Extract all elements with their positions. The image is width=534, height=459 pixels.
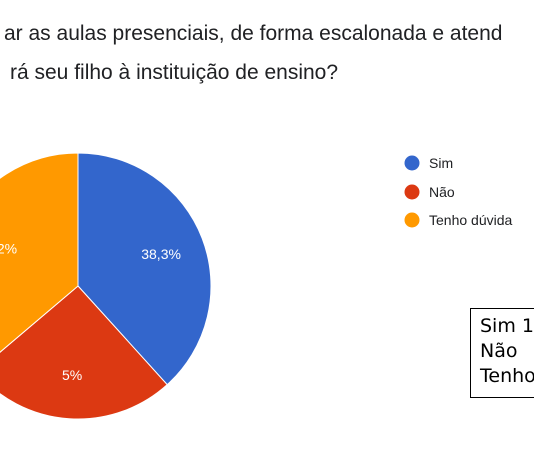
pie-label-nao: 5% (62, 367, 82, 383)
pie-slice-nao (0, 285, 168, 420)
legend-marker-tenho-duvida (404, 212, 420, 228)
pie-slice-sim (77, 152, 212, 386)
question-text-line-2: rá seu filho à instituição de ensino? (10, 61, 339, 84)
count-annotation-box: Sim 1 Não Tenho (470, 308, 534, 398)
question-text-line-1: ar as aulas presenciais, de forma escalo… (4, 22, 503, 45)
pie-label-sim: 38,3% (141, 246, 181, 262)
legend-marker-nao (404, 184, 420, 200)
count-line-tenho: Tenho (480, 365, 534, 387)
pie-label-tenho-duvida: 36,2% (0, 241, 17, 257)
count-line-nao: Não (480, 340, 518, 362)
chart-legend: Sim Não Tenho dúvida (404, 155, 513, 228)
pie-slices (0, 152, 212, 420)
legend-item-nao: Não (404, 184, 455, 200)
legend-label-sim: Sim (429, 155, 453, 171)
legend-item-tenho-duvida: Tenho dúvida (404, 212, 513, 228)
legend-label-tenho-duvida: Tenho dúvida (429, 212, 513, 228)
legend-marker-sim (404, 155, 420, 171)
pie-slice-labels: 38,3% 5% 36,2% (0, 241, 181, 383)
count-line-sim: Sim 1 (480, 315, 534, 337)
legend-item-sim: Sim (404, 155, 453, 171)
pie-slice-tenho-duvida (0, 152, 79, 353)
legend-label-nao: Não (429, 184, 455, 200)
